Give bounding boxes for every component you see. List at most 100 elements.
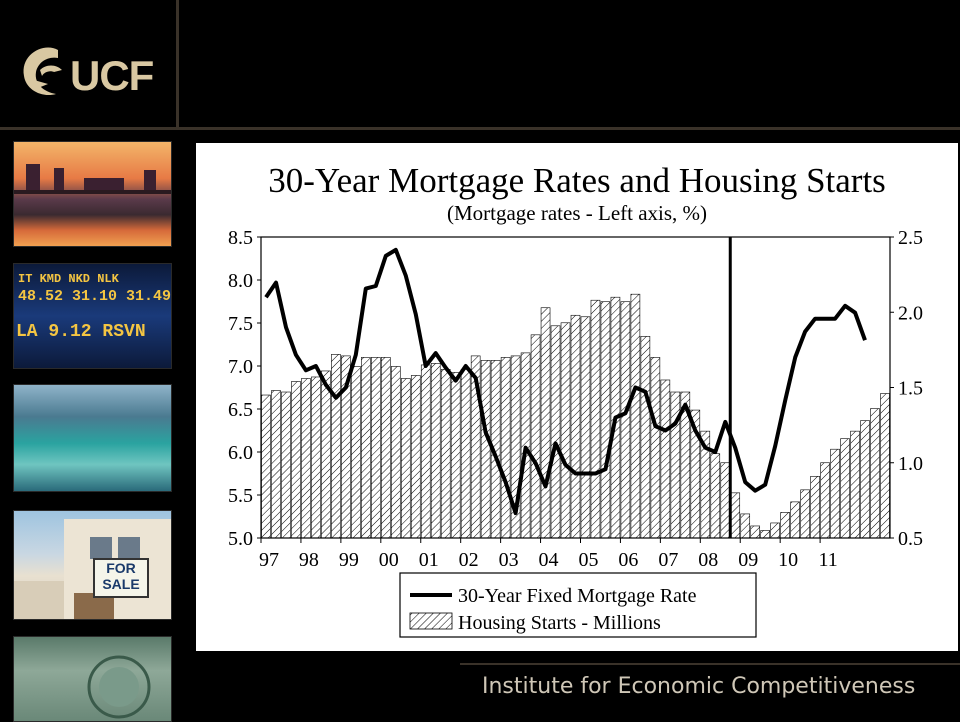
x-axis-tick-label: 01 — [419, 549, 439, 571]
x-axis-tick-label: 10 — [778, 549, 798, 571]
x-axis-tick-label: 98 — [299, 549, 319, 571]
header-horizontal-divider — [0, 127, 960, 130]
footer-divider — [460, 663, 960, 665]
x-axis-tick-label: 97 — [259, 549, 279, 571]
housing-starts-bar — [530, 334, 541, 539]
legend-label-mortgage-rate: 30-Year Fixed Mortgage Rate — [458, 585, 697, 607]
housing-starts-bar — [590, 299, 601, 539]
housing-starts-bar — [540, 307, 551, 539]
right-axis-tick-label: 1.0 — [898, 453, 923, 475]
x-axis-tick-label: 99 — [339, 549, 359, 571]
footer-institute-text: Institute for Economic Competitiveness — [482, 674, 916, 699]
housing-starts-bar — [600, 301, 611, 539]
housing-starts-bar — [390, 366, 401, 539]
housing-starts-bar — [660, 379, 671, 539]
x-axis-tick-label: 06 — [618, 549, 638, 571]
housing-starts-bar — [321, 370, 331, 539]
housing-starts-bar — [410, 375, 421, 539]
pegasus-icon — [23, 47, 62, 96]
housing-starts-bar — [281, 391, 291, 539]
mortgage-rate-line — [264, 247, 867, 516]
for-sale-house-image — [13, 510, 172, 620]
for-sale-sign: FOR SALE — [93, 558, 149, 598]
ucf-logo — [14, 40, 174, 102]
x-axis-tick-label: 02 — [459, 549, 479, 571]
right-axis-tick-label: 0.5 — [898, 528, 923, 550]
housing-starts-bar — [371, 357, 381, 539]
housing-starts-bar — [750, 525, 761, 539]
for-sale-text-2: SALE — [102, 576, 140, 592]
housing-starts-bar — [430, 363, 441, 539]
housing-starts-bar — [740, 513, 751, 539]
housing-starts-bar — [860, 420, 870, 539]
housing-starts-bar — [720, 462, 731, 539]
housing-starts-bar — [640, 336, 651, 539]
x-axis-tick-label: 05 — [578, 549, 598, 571]
housing-starts-bar — [351, 366, 361, 539]
housing-starts-bar — [291, 381, 301, 539]
chart-panel: 30-Year Mortgage Rates and Housing Start… — [196, 143, 958, 651]
housing-starts-bar — [450, 372, 461, 539]
eagle-seal-icon — [87, 655, 151, 719]
housing-starts-bar — [770, 522, 780, 539]
for-sale-text-1: FOR — [106, 560, 136, 576]
right-axis-tick-label: 2.5 — [898, 227, 923, 249]
right-axis-tick-label: 1.5 — [898, 378, 923, 400]
housing-starts-bar — [810, 475, 820, 539]
left-axis-tick-label: 8.5 — [228, 227, 253, 249]
x-axis-tick-label: 08 — [698, 549, 718, 571]
skyline-icon — [14, 164, 171, 194]
housing-starts-bar — [420, 364, 431, 539]
housing-starts-bar — [560, 322, 571, 539]
housing-starts-bar — [301, 378, 311, 539]
x-axis-tick-label: 09 — [738, 549, 758, 571]
chart-title: 30-Year Mortgage Rates and Housing Start… — [268, 161, 886, 200]
legend-swatch-housing-starts — [409, 612, 453, 630]
housing-starts-bar — [790, 501, 800, 539]
x-axis-tick-label: 04 — [539, 549, 559, 571]
header-vertical-divider — [176, 0, 179, 130]
housing-starts-bar — [760, 530, 770, 539]
stock-ticker-image: IT KMD NKD NLK 48.52 31.10 31.49 LA 9.12… — [13, 263, 172, 369]
chart-svg: 5.0 5.5 6.0 6.5 7.0 7.5 8.0 8.5 0.5 1.0 1.5 2.0 2.5 9… — [228, 227, 923, 638]
right-axis-tick-label: 2.0 — [898, 302, 923, 324]
housing-starts-bar — [780, 512, 790, 539]
housing-starts-bar — [460, 369, 471, 539]
housing-starts-bar — [570, 314, 581, 539]
housing-starts-bar — [710, 453, 721, 539]
housing-starts-bar — [580, 316, 591, 539]
ticker-line-1: IT KMD NKD NLK — [18, 272, 119, 286]
x-axis-tick-label: 11 — [818, 549, 837, 571]
ticker-line-2: 48.52 31.10 31.49 — [18, 288, 172, 305]
ticker-line-3: LA 9.12 RSVN — [16, 322, 146, 342]
left-axis-tick-label: 6.5 — [228, 399, 253, 421]
housing-starts-bar — [400, 378, 411, 539]
dollar-bill-image — [13, 636, 172, 722]
housing-starts-bar — [840, 438, 850, 539]
left-axis-tick-label: 7.0 — [228, 356, 253, 378]
legend-box — [399, 572, 757, 638]
housing-starts-bar — [271, 390, 281, 539]
housing-starts-bar — [550, 325, 561, 539]
logo-text: UCF — [70, 52, 154, 99]
sunset-skyline-image — [13, 141, 172, 247]
coastline-aerial-image — [13, 384, 172, 492]
chart-subtitle: (Mortgage rates - Left axis, %) — [446, 201, 708, 225]
left-axis-tick-label: 7.5 — [228, 313, 253, 335]
left-axis-tick-label: 5.5 — [228, 485, 253, 507]
housing-starts-bar — [520, 352, 531, 539]
housing-starts-bar — [381, 357, 391, 539]
housing-starts-bar — [311, 376, 321, 539]
housing-starts-bar — [830, 448, 840, 539]
housing-starts-bar — [650, 357, 661, 539]
house-icon — [14, 519, 171, 619]
housing-starts-bar — [870, 408, 880, 539]
legend-label-housing-starts: Housing Starts - Millions — [458, 612, 661, 634]
x-axis-tick-label: 07 — [658, 549, 678, 571]
left-axis-tick-label: 5.0 — [228, 528, 253, 550]
x-axis-tick-label: 00 — [379, 549, 399, 571]
housing-starts-bar — [850, 430, 860, 539]
housing-starts-bar — [630, 293, 641, 539]
housing-starts-bar — [620, 301, 631, 539]
left-axis-tick-label: 6.0 — [228, 442, 253, 464]
